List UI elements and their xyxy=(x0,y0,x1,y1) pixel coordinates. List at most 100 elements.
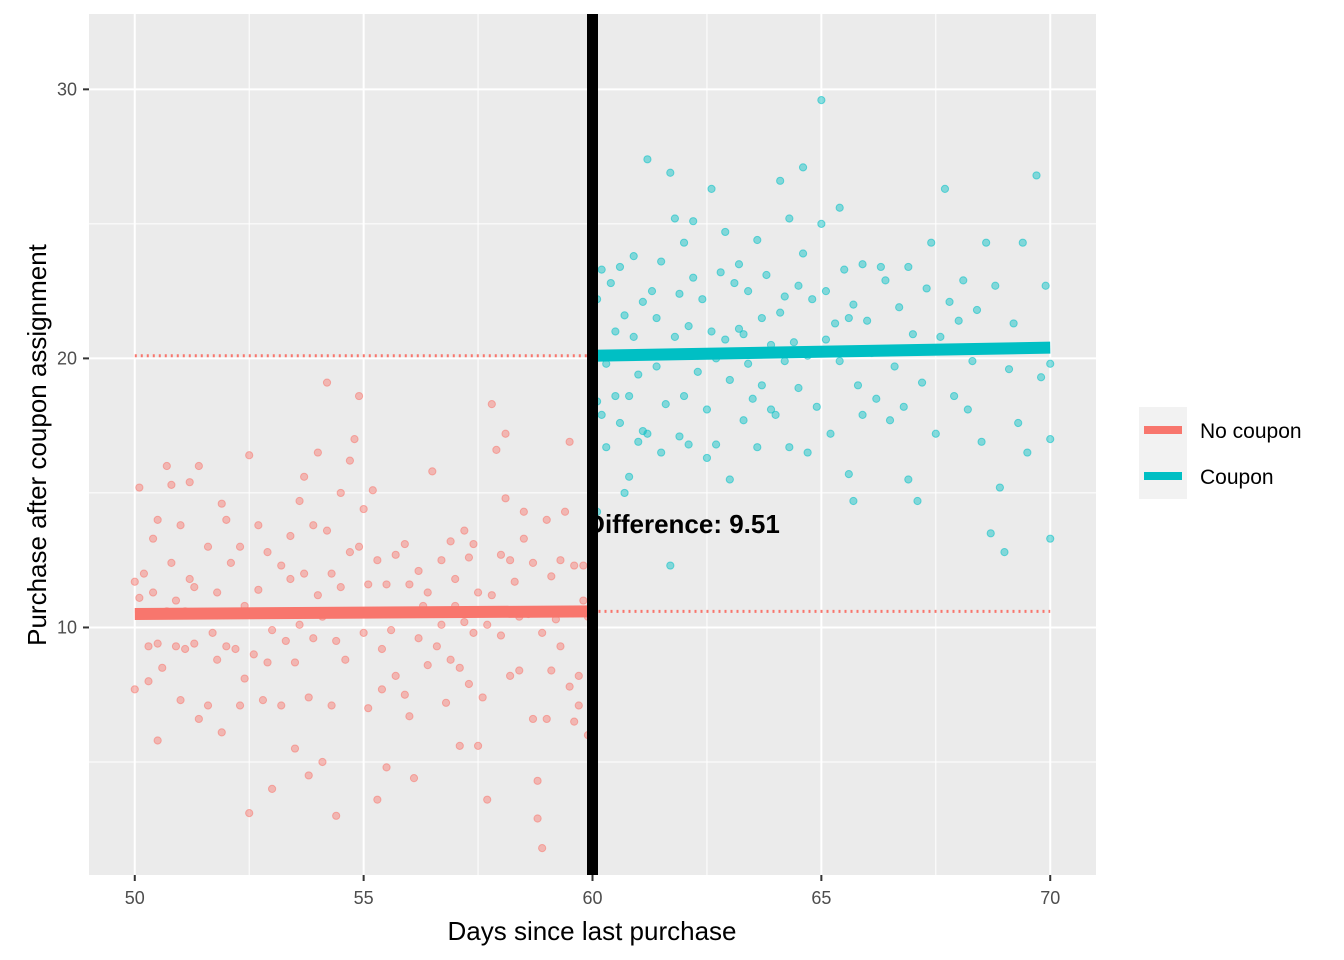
coupon-point xyxy=(753,443,762,452)
coupon-point xyxy=(675,289,684,298)
no-coupon-point xyxy=(574,701,583,710)
coupon-point xyxy=(666,561,675,570)
no-coupon-point xyxy=(542,515,551,524)
coupon-point xyxy=(670,332,679,341)
coupon-point xyxy=(954,316,963,325)
no-coupon-point xyxy=(528,714,538,724)
coupon-point xyxy=(689,273,698,282)
coupon-point xyxy=(817,219,826,228)
no-coupon-point xyxy=(336,488,345,498)
no-coupon-point xyxy=(290,744,300,753)
coupon-point xyxy=(798,249,808,258)
no-coupon-point xyxy=(565,682,574,691)
no-coupon-point xyxy=(139,569,149,578)
x-tick-label: 60 xyxy=(582,888,602,908)
coupon-point xyxy=(689,217,698,226)
coupon-point xyxy=(913,496,922,506)
coupon-point xyxy=(725,475,734,484)
no-coupon-point xyxy=(281,636,290,646)
no-coupon-point xyxy=(533,814,542,823)
no-coupon-point xyxy=(235,542,245,551)
coupon-point xyxy=(863,316,872,325)
no-coupon-point xyxy=(556,556,565,565)
no-coupon-point xyxy=(290,658,300,667)
no-coupon-point xyxy=(304,693,313,702)
coupon-point xyxy=(876,262,885,272)
coupon-point xyxy=(1018,238,1027,247)
coupon-point xyxy=(945,297,954,306)
coupon-point xyxy=(977,437,986,446)
no-coupon-point xyxy=(570,717,579,726)
no-coupon-point xyxy=(400,690,409,699)
no-coupon-point xyxy=(528,558,538,567)
x-axis-title: Days since last purchase xyxy=(447,916,736,946)
coupon-point xyxy=(881,276,890,285)
x-tick-label: 55 xyxy=(354,888,374,908)
coupon-point xyxy=(917,378,927,387)
no-coupon-point xyxy=(464,553,474,562)
no-coupon-point xyxy=(377,685,387,694)
no-coupon-point xyxy=(130,577,139,586)
no-coupon-point xyxy=(377,644,387,654)
coupon-point xyxy=(968,356,977,366)
no-coupon-point xyxy=(391,671,400,680)
no-coupon-point xyxy=(547,666,556,675)
coupon-point xyxy=(890,362,899,371)
no-coupon-point xyxy=(414,566,423,576)
no-coupon-point xyxy=(313,448,322,457)
y-tick-label: 30 xyxy=(57,79,77,99)
coupon-point xyxy=(702,453,712,463)
coupon-point xyxy=(739,416,748,425)
no-coupon-point xyxy=(226,558,235,567)
no-coupon-point xyxy=(460,617,469,627)
no-coupon-point xyxy=(176,521,185,530)
no-coupon-point xyxy=(295,496,304,506)
no-coupon-point xyxy=(135,593,144,602)
coupon-point xyxy=(652,362,661,371)
coupon-point xyxy=(858,410,867,420)
no-coupon-point xyxy=(565,437,574,446)
coupon-point xyxy=(643,429,652,438)
no-coupon-point xyxy=(483,795,492,804)
y-axis-ticks: 10 20 30 xyxy=(57,79,89,637)
coupon-point xyxy=(707,184,716,193)
no-coupon-point xyxy=(203,701,213,710)
difference-annotation: Difference: 9.51 xyxy=(586,509,780,539)
coupon-point xyxy=(597,265,606,274)
no-coupon-point xyxy=(446,655,455,664)
coupon-point xyxy=(982,238,991,247)
coupon-point xyxy=(748,394,757,403)
coupon-point xyxy=(899,402,908,411)
coupon-point xyxy=(931,429,940,438)
no-coupon-point xyxy=(332,811,341,820)
coupon-point xyxy=(615,418,625,428)
no-coupon-point xyxy=(574,671,583,680)
no-coupon-point xyxy=(510,577,519,586)
coupon-point xyxy=(853,381,863,390)
coupon-point xyxy=(821,287,831,296)
coupon-fit-line xyxy=(592,341,1051,362)
no-coupon-point xyxy=(506,671,515,680)
y-axis-title: Purchase after coupon assignment xyxy=(22,243,52,646)
coupon-point xyxy=(798,163,808,172)
coupon-point xyxy=(602,443,611,452)
no-coupon-point xyxy=(240,674,249,683)
no-coupon-point xyxy=(345,456,355,465)
no-coupon-point xyxy=(451,574,460,584)
no-coupon-fit-line xyxy=(134,605,593,621)
no-coupon-point xyxy=(460,526,469,535)
no-coupon-point xyxy=(167,558,176,567)
coupon-point xyxy=(620,311,629,320)
no-coupon-point xyxy=(185,574,194,584)
no-coupon-point xyxy=(318,757,327,767)
no-coupon-point xyxy=(391,550,400,559)
no-coupon-point xyxy=(441,698,451,707)
coupon-point xyxy=(895,303,904,312)
coupon-point xyxy=(661,400,670,409)
coupon-point xyxy=(744,359,753,368)
no-coupon-point xyxy=(254,585,263,594)
coupon-point xyxy=(725,375,734,385)
no-coupon-point xyxy=(487,591,496,600)
no-coupon-point xyxy=(354,391,364,401)
